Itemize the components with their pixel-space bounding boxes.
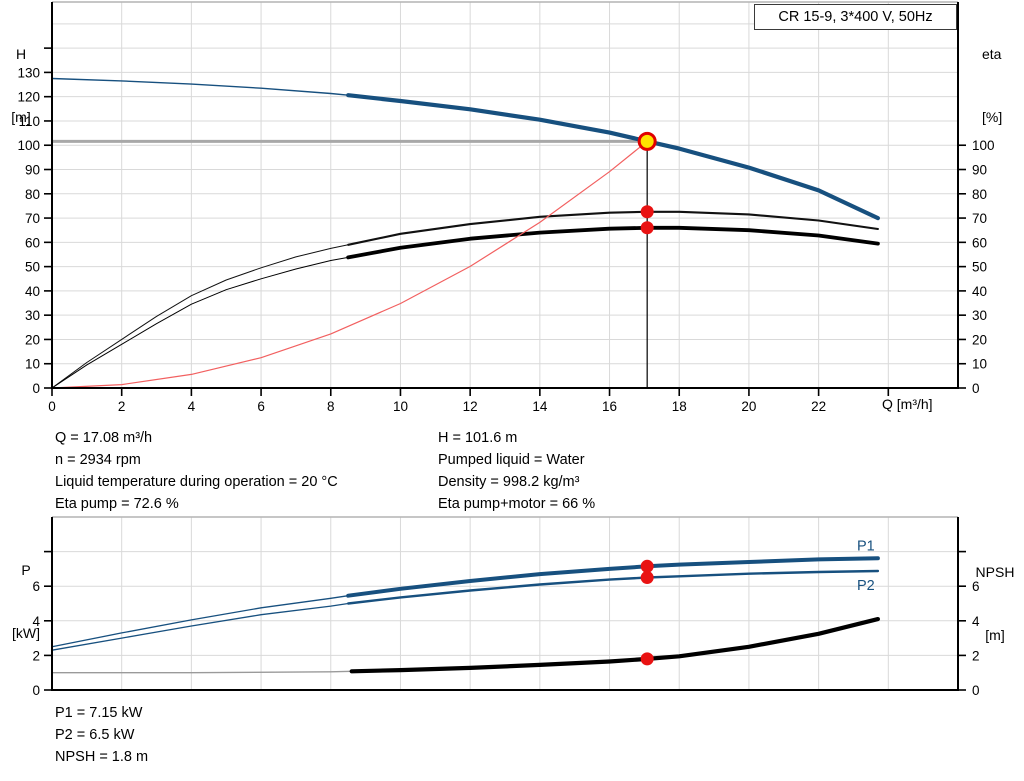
- info-line: H = 101.6 m: [438, 430, 518, 446]
- duty-dot-p2: [640, 571, 654, 585]
- axis-label-eta: eta [%]: [982, 46, 1003, 125]
- tick-label-right: 0: [972, 683, 980, 698]
- info-line: n = 2934 rpm: [55, 452, 141, 468]
- axis-label-npsh: NPSH [m]: [975, 564, 1015, 643]
- tick-label-x: 0: [48, 399, 56, 414]
- curve-eta-pump-motor: [346, 225, 880, 260]
- tick-label-x: 6: [257, 399, 265, 414]
- axis-label-flow: Q [m³/h]: [882, 396, 933, 412]
- tick-label-left: 110: [18, 114, 40, 129]
- tick-label-right: 50: [972, 260, 987, 275]
- tick-label-left: 80: [25, 187, 40, 202]
- tick-label-left: 100: [17, 138, 40, 153]
- info-line: P1 = 7.15 kW: [55, 705, 143, 721]
- curve-label-p1: P1: [857, 539, 875, 555]
- tick-label-right: 0: [972, 381, 980, 396]
- tick-label-right: 2: [972, 648, 980, 663]
- duty-dot-eta-pump-motor: [640, 221, 654, 235]
- curve-p1: [346, 556, 880, 598]
- info-line: Pumped liquid = Water: [438, 452, 585, 468]
- curve-head: [51, 77, 349, 96]
- info-line: Eta pump+motor = 66 %: [438, 496, 596, 512]
- tick-label-right: 6: [972, 579, 980, 594]
- curve-eta-pump: [347, 210, 879, 246]
- info-line: Liquid temperature during operation = 20…: [55, 474, 338, 490]
- tick-label-left: 130: [17, 65, 40, 80]
- tick-label-right: 4: [972, 614, 980, 629]
- tick-label-left: 2: [32, 648, 40, 663]
- curve-eta-pump: [51, 244, 349, 389]
- tick-label-right: 20: [972, 332, 987, 347]
- duty-dot-eta-pump: [640, 205, 654, 219]
- tick-label-right: 10: [972, 357, 987, 372]
- duty-dot-p1: [640, 559, 654, 573]
- tick-label-left: 40: [25, 284, 40, 299]
- curve-npsh: [349, 616, 881, 674]
- info-line: P2 = 6.5 kW: [55, 727, 135, 743]
- tick-label-left: 70: [25, 211, 40, 226]
- tick-label-left: 30: [25, 308, 40, 323]
- tick-label-left: 90: [25, 163, 40, 178]
- curve-eta-pump-motor: [51, 256, 349, 389]
- tick-label-left: 4: [32, 614, 40, 629]
- duty-dot-npsh: [640, 652, 654, 666]
- tick-label-left: 60: [25, 235, 40, 250]
- tick-label-left: 0: [32, 381, 40, 396]
- tick-label-x: 20: [741, 399, 756, 414]
- chart-title-box: CR 15-9, 3*400 V, 50Hz: [754, 4, 957, 30]
- tick-label-x: 18: [672, 399, 687, 414]
- tick-label-x: 14: [532, 399, 548, 414]
- tick-label-left: 50: [25, 260, 40, 275]
- chart-title: CR 15-9, 3*400 V, 50Hz: [778, 9, 933, 25]
- tick-label-x: 10: [393, 399, 408, 414]
- curve-label-p2: P2: [857, 578, 875, 594]
- duty-info-bottom: P1 = 7.15 kW P2 = 6.5 kW NPSH = 1.8 m: [55, 702, 148, 768]
- curve-npsh: [51, 670, 353, 674]
- info-line: Eta pump = 72.6 %: [55, 496, 179, 512]
- duty-info-left: Q = 17.08 m³/h n = 2934 rpm Liquid tempera…: [55, 427, 338, 515]
- tick-label-x: 16: [602, 399, 617, 414]
- info-line: Q = 17.08 m³/h: [55, 430, 153, 446]
- tick-label-right: 40: [972, 284, 987, 299]
- tick-label-x: 4: [188, 399, 196, 414]
- tick-label-x: 2: [118, 399, 126, 414]
- tick-label-right: 90: [972, 163, 987, 178]
- tick-label-x: 22: [811, 399, 826, 414]
- axis-label-power: P [kW]: [12, 562, 40, 641]
- tick-label-right: 80: [972, 187, 987, 202]
- curve-p2: [347, 569, 880, 605]
- tick-label-right: 60: [972, 235, 987, 250]
- axis-label-head: H [m]: [11, 46, 31, 125]
- curve-p1: [51, 595, 349, 648]
- operating-point: [637, 131, 657, 151]
- tick-label-left: 0: [32, 683, 40, 698]
- info-line: NPSH = 1.8 m: [55, 749, 149, 765]
- curve-head: [346, 93, 881, 221]
- tick-label-x: 12: [463, 399, 478, 414]
- curve-system-curve: [51, 140, 648, 389]
- tick-label-left: 6: [32, 579, 40, 594]
- tick-label-left: 10: [25, 357, 40, 372]
- duty-info-right: H = 101.6 m Pumped liquid = Water Density …: [438, 427, 595, 515]
- tick-label-x: 8: [327, 399, 335, 414]
- tick-label-left: 20: [25, 332, 40, 347]
- tick-label-left: 120: [17, 90, 40, 105]
- tick-label-right: 70: [972, 211, 987, 226]
- info-line: Density = 998.2 kg/m³: [438, 474, 580, 490]
- curve-p2: [51, 602, 349, 651]
- tick-label-right: 100: [972, 138, 995, 153]
- tick-label-right: 30: [972, 308, 987, 323]
